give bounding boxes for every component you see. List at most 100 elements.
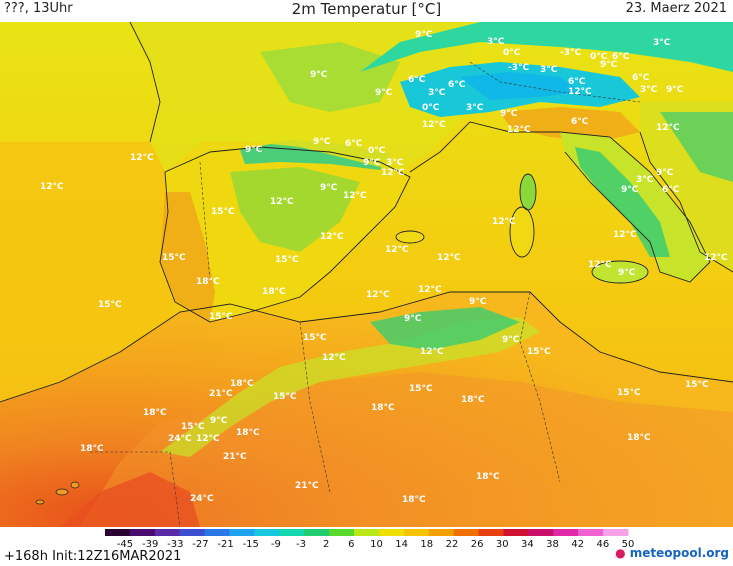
temperature-label: 15°C (211, 207, 235, 217)
colorbar-tick-label: -15 (243, 539, 259, 549)
iberia-central-plateau (230, 167, 360, 252)
colorbar-segment (105, 529, 131, 536)
temperature-colorbar: -45 -39 -33 -27 -21 -15 -9 -3 2 6 10 14 18 22 26 30 34 38… (105, 529, 635, 549)
colorbar-segment (403, 529, 430, 536)
colorbar-segment (428, 529, 455, 536)
corsica (520, 174, 536, 210)
temperature-label: 3°C (487, 37, 505, 47)
colorbar-tick-label: -45 (117, 539, 133, 549)
logo[interactable]: ● meteopool.org (615, 546, 729, 560)
temperature-label: 9°C (210, 416, 228, 426)
map-title: 2m Temperatur [°C] (291, 0, 442, 18)
temperature-label: 9°C (310, 70, 328, 80)
temperature-label: 3°C (428, 88, 446, 98)
country-borders (90, 61, 641, 527)
colorbar-segment (503, 529, 529, 536)
temperature-label: 9°C (656, 168, 674, 178)
temperature-label: 12°C (418, 285, 442, 295)
apennines (575, 147, 670, 257)
temperature-label: 9°C (320, 183, 338, 193)
temperature-label: 15°C (181, 422, 205, 432)
colorbar-segment (279, 529, 305, 536)
temperature-label: 15°C (275, 255, 299, 265)
atlas-peaks (370, 307, 520, 350)
temperature-label: 9°C (469, 297, 487, 307)
temperature-label: 9°C (621, 185, 639, 195)
temperature-label: 6°C (568, 77, 586, 87)
colorbar-tick-label: 50 (622, 539, 635, 549)
sardinia (510, 207, 534, 257)
temperature-map: 9°C3°C0°C -3°C3°C0°C 6°C9°C-3°C 3°C6°C9°C 6°… (0, 22, 733, 527)
temperature-label: 12°C (492, 217, 516, 227)
colorbar-segment (254, 529, 280, 536)
colorbar-tick-label: 46 (596, 539, 609, 549)
colorbar-segment (578, 529, 604, 536)
run-label: ???, 13Uhr (4, 1, 73, 16)
temperature-label: 12°C (381, 168, 405, 178)
temperature-label: 12°C (366, 290, 390, 300)
colorbar-tick-label: -27 (192, 539, 208, 549)
temperature-label: 18°C (143, 408, 167, 418)
colorbar-tick-label: 6 (348, 539, 354, 549)
temperature-label: 0°C (503, 48, 521, 58)
temperature-label: 15°C (98, 300, 122, 310)
temperature-label: 12°C (656, 123, 680, 133)
colorbar-segment (603, 529, 629, 536)
atlantic-band (0, 142, 170, 342)
temperature-label: 3°C (466, 103, 484, 113)
colorbar-segment (528, 529, 554, 536)
colorbar-segment (229, 529, 255, 536)
temperature-label: 24°C (190, 494, 214, 504)
balearic-islands (396, 231, 424, 243)
colorbar-tick-label: 14 (395, 539, 408, 549)
colorbar-tick-label: -39 (142, 539, 158, 549)
temperature-label: 18°C (627, 433, 651, 443)
temperature-label: 18°C (402, 495, 426, 505)
temperature-label: 12°C (588, 260, 612, 270)
colorbar-segment (179, 529, 206, 536)
temperature-label: 6°C (662, 185, 680, 195)
temperature-label: 9°C (245, 145, 263, 155)
colorbar-tick-label: 22 (446, 539, 459, 549)
colorbar-segment (129, 529, 156, 536)
temperature-label: 24°C (168, 434, 192, 444)
colorbar-segment (304, 529, 330, 536)
temperature-label: 15°C (527, 347, 551, 357)
atlas-ridge (160, 317, 540, 457)
temperature-label: 15°C (209, 312, 233, 322)
header-bar: ???, 13Uhr 2m Temperatur [°C] 23. Maerz … (0, 0, 733, 22)
temperature-label: 12°C (613, 230, 637, 240)
colorbar-tick-label: 30 (496, 539, 509, 549)
temperature-label: 0°C (590, 52, 608, 62)
colorbar-tick-label: -9 (271, 539, 281, 549)
temperature-label: 9°C (666, 85, 684, 95)
temperature-label: 6°C (345, 139, 363, 149)
temperature-label: 9°C (600, 60, 618, 70)
colorbar-tick-label: 10 (370, 539, 383, 549)
logo-icon: ● (615, 546, 626, 560)
temperature-label: 9°C (500, 109, 518, 119)
sicily (592, 261, 648, 283)
temperature-label: 3°C (653, 38, 671, 48)
temperature-label: 6°C (571, 117, 589, 127)
colorbar-segment (154, 529, 181, 536)
temperature-label: 9°C (415, 30, 433, 40)
colorbar-segment (329, 529, 355, 536)
temperature-label: 15°C (685, 380, 709, 390)
colorbar-segment (478, 529, 504, 536)
temperature-label: 6°C (448, 80, 466, 90)
massif-central (260, 42, 400, 112)
colorbar-segment (204, 529, 231, 536)
temperature-label: 12°C (422, 120, 446, 130)
coastlines (0, 22, 733, 403)
footer-bar: -45 -39 -33 -27 -21 -15 -9 -3 2 6 10 14 18 22 26 30 34 38… (0, 527, 733, 566)
temperature-label: 6°C (408, 75, 426, 85)
temperature-label: 21°C (295, 481, 319, 491)
temperature-label: 21°C (209, 389, 233, 399)
canary-islands (35, 481, 80, 505)
temperature-label: -3°C (560, 48, 581, 58)
temperature-label: 12°C (420, 347, 444, 357)
colorbar-tick-label: 42 (571, 539, 584, 549)
colorbar-tick-label: -21 (217, 539, 233, 549)
temperature-label: 18°C (262, 287, 286, 297)
